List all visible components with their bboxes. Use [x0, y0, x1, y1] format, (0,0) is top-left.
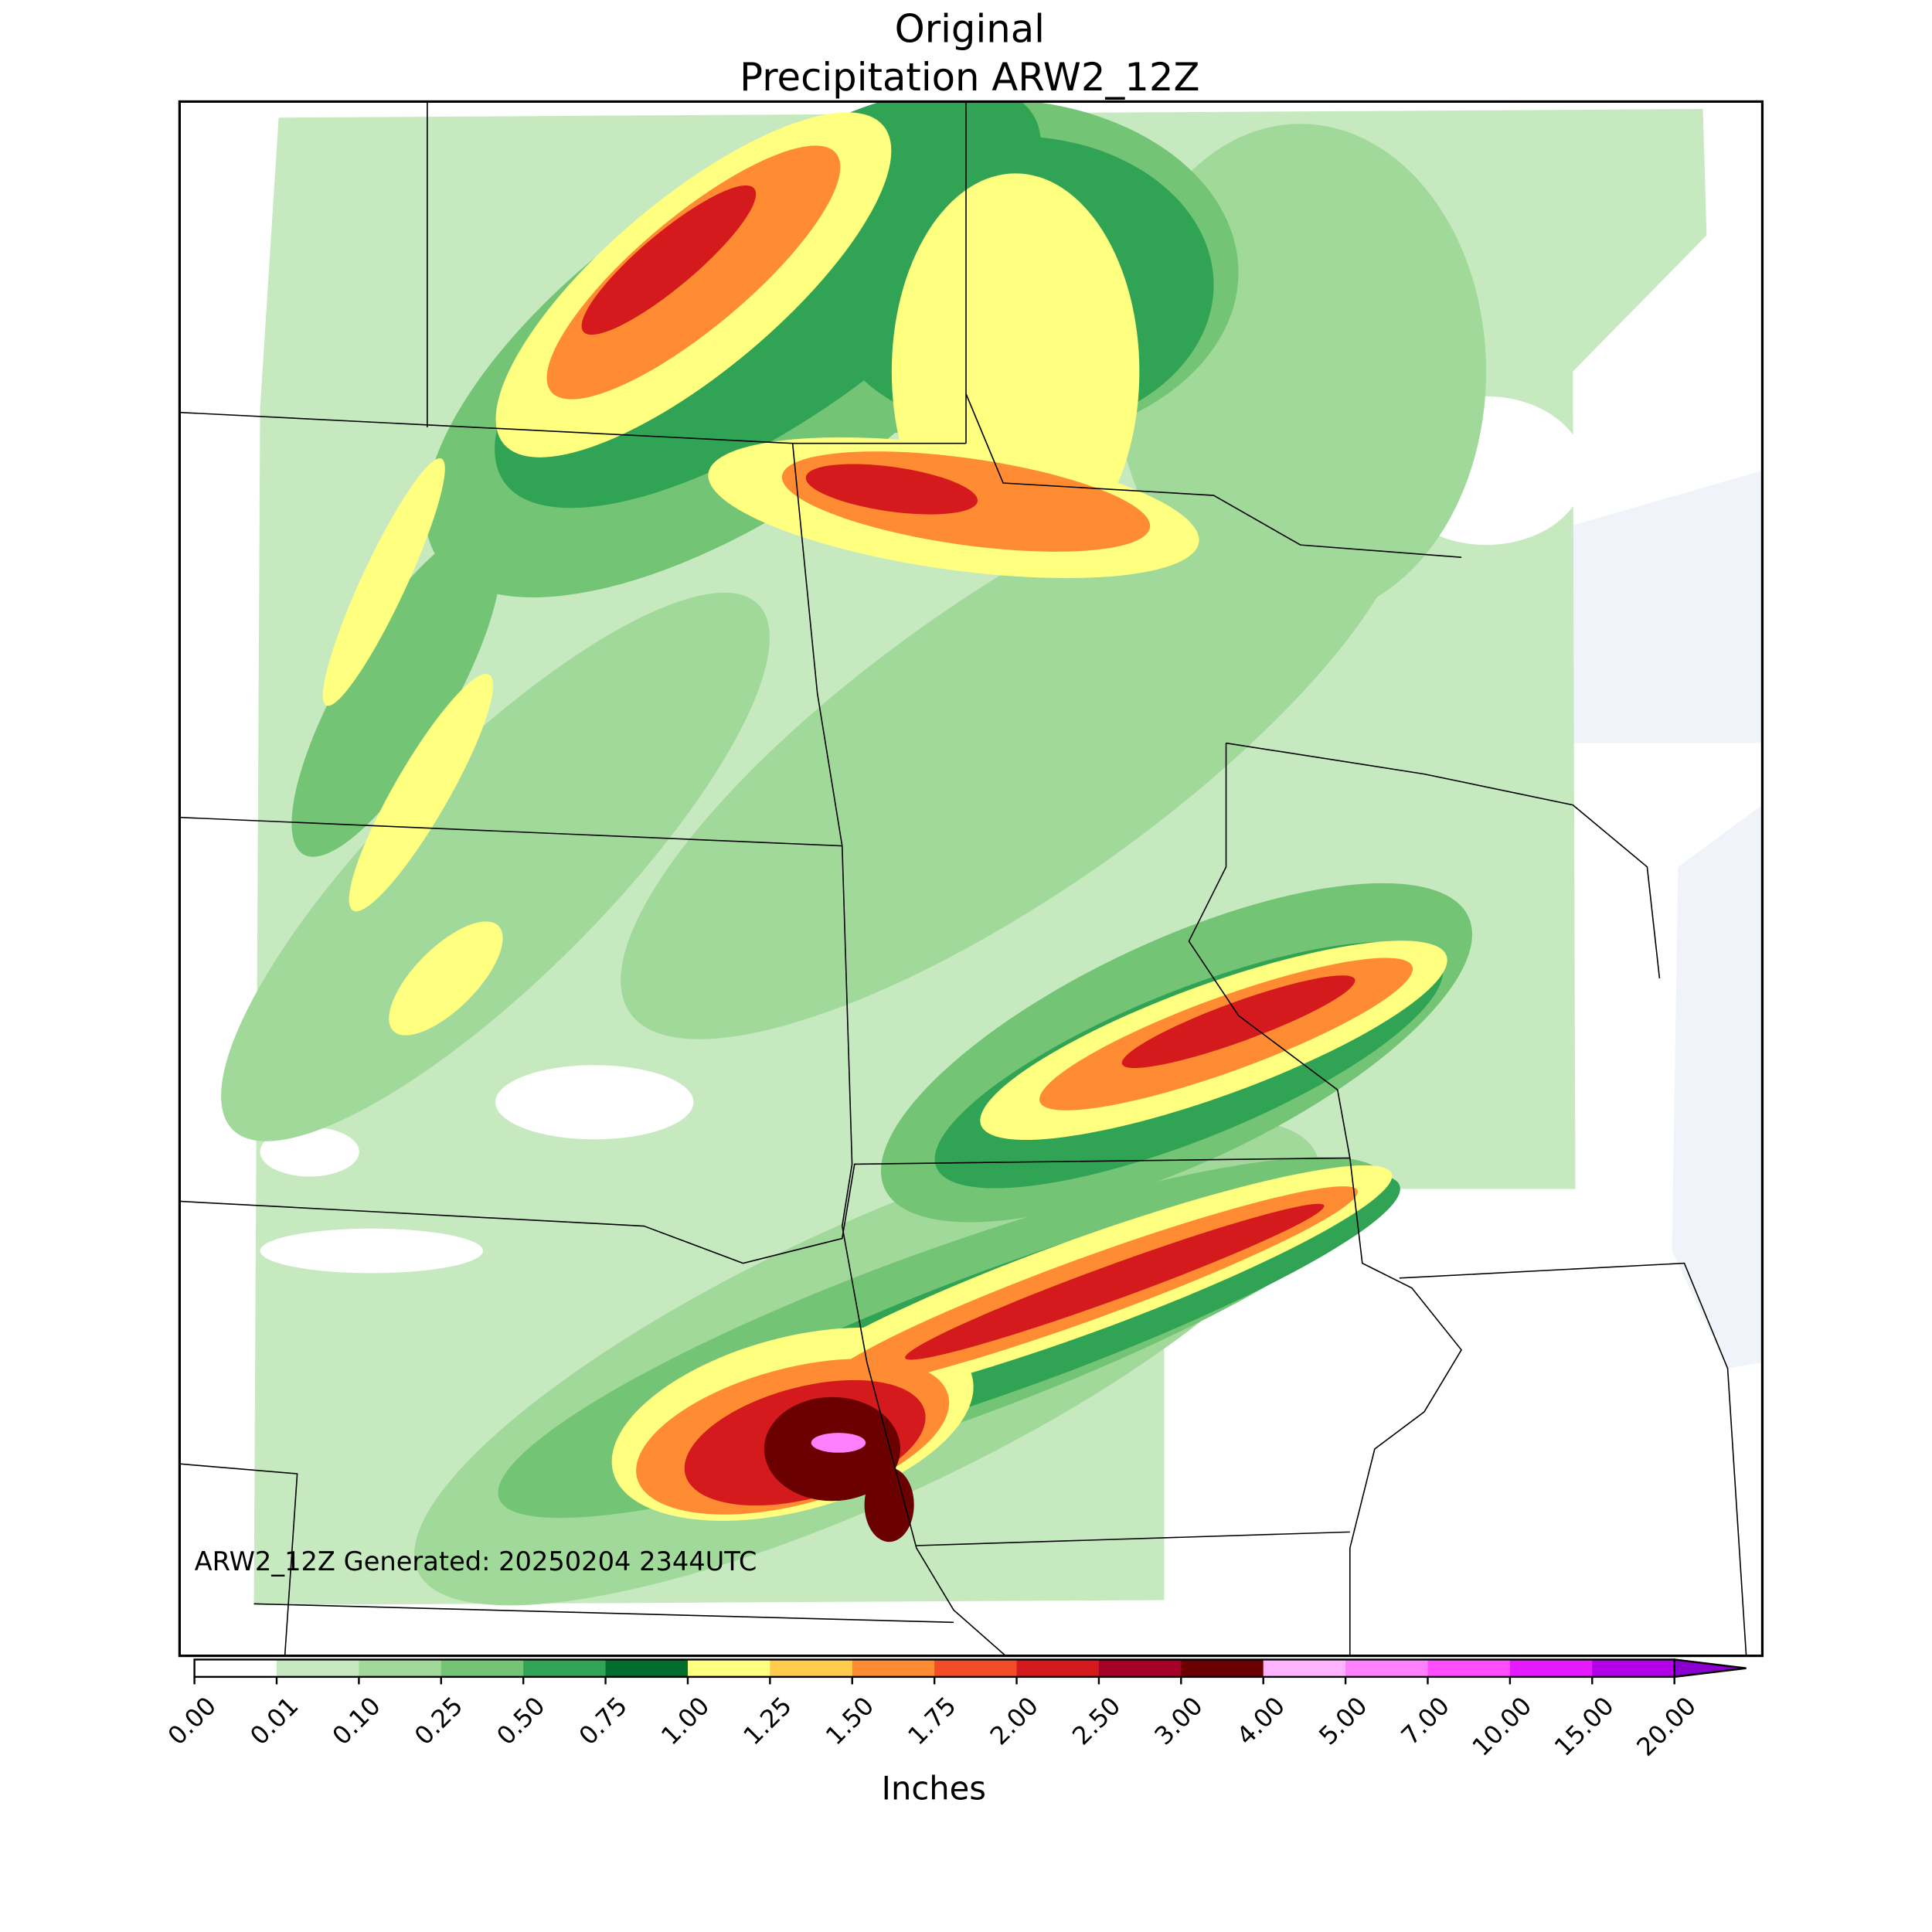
lake [1672, 804, 1763, 1369]
colorbar-bin [605, 1659, 689, 1677]
colorbar-bin [1016, 1659, 1100, 1677]
colorbar-bin [934, 1659, 1018, 1677]
colorbar-bin [194, 1659, 277, 1677]
precip-field [179, 101, 1763, 1656]
colorbar-tick-label: 1.50 [820, 1691, 879, 1750]
colorbar-bin [770, 1659, 853, 1677]
colorbar-extend [1673, 1658, 1747, 1679]
extreme-core [811, 1433, 866, 1453]
colorbar-bin [687, 1659, 771, 1677]
colorbar-bin [1345, 1659, 1429, 1677]
colorbar-tick-label: 1.00 [655, 1691, 715, 1750]
colorbar: 0.00 0.01 0.10 0.25 0.50 0.75 1.00 1.25 1.50 1.75… [162, 1658, 1747, 1762]
colorbar-bin [1263, 1659, 1346, 1677]
colorbar-tick-label: 10.00 [1467, 1691, 1538, 1762]
colorbar-tick-label: 0.01 [244, 1691, 304, 1750]
colorbar-tick-label: 15.00 [1549, 1691, 1620, 1762]
colorbar-bin [852, 1659, 935, 1677]
colorbar-tick-label: 1.25 [737, 1691, 797, 1750]
colorbar-bin [1509, 1659, 1594, 1677]
colorbar-tick-label: 2.50 [1066, 1691, 1126, 1750]
colorbar-tick-label: 0.10 [327, 1691, 386, 1750]
colorbar-bin [440, 1659, 524, 1677]
colorbar-tick-label: 7.00 [1396, 1691, 1455, 1750]
colorbar-tick-label: 0.00 [162, 1691, 222, 1750]
subtitle: Precipitation ARW2_12Z [740, 55, 1199, 100]
annotation: ARW2_12Z Generated: 20250204 2344UTC [195, 1546, 757, 1577]
colorbar-tick-label: 0.75 [573, 1691, 633, 1750]
colorbar-tick-label: 20.00 [1631, 1691, 1702, 1762]
colorbar-bin [276, 1659, 360, 1677]
boundaries [179, 101, 1747, 1656]
colorbar-bin [1592, 1659, 1675, 1677]
colorbar-label: Inches [882, 1770, 986, 1808]
colorbar-bin [1098, 1659, 1182, 1677]
map-frame [178, 100, 1764, 1658]
colorbar-tick-label: 3.00 [1148, 1691, 1208, 1750]
colorbar-tick-label: 1.75 [902, 1691, 961, 1750]
colorbar-tick-label: 2.00 [985, 1691, 1044, 1750]
title: Original [895, 6, 1045, 51]
colorbar-bin [1427, 1659, 1511, 1677]
colorbar-bin [1181, 1659, 1264, 1677]
max-core [864, 1468, 914, 1543]
colorbar-bin [523, 1659, 607, 1677]
colorbar-bin [359, 1659, 442, 1677]
colorbar-tick-label: 4.00 [1231, 1691, 1291, 1750]
colorbar-tick-label: 0.25 [409, 1691, 468, 1750]
colorbar-tick-label: 0.50 [491, 1691, 550, 1750]
colorbar-tick-label: 5.00 [1313, 1691, 1372, 1750]
